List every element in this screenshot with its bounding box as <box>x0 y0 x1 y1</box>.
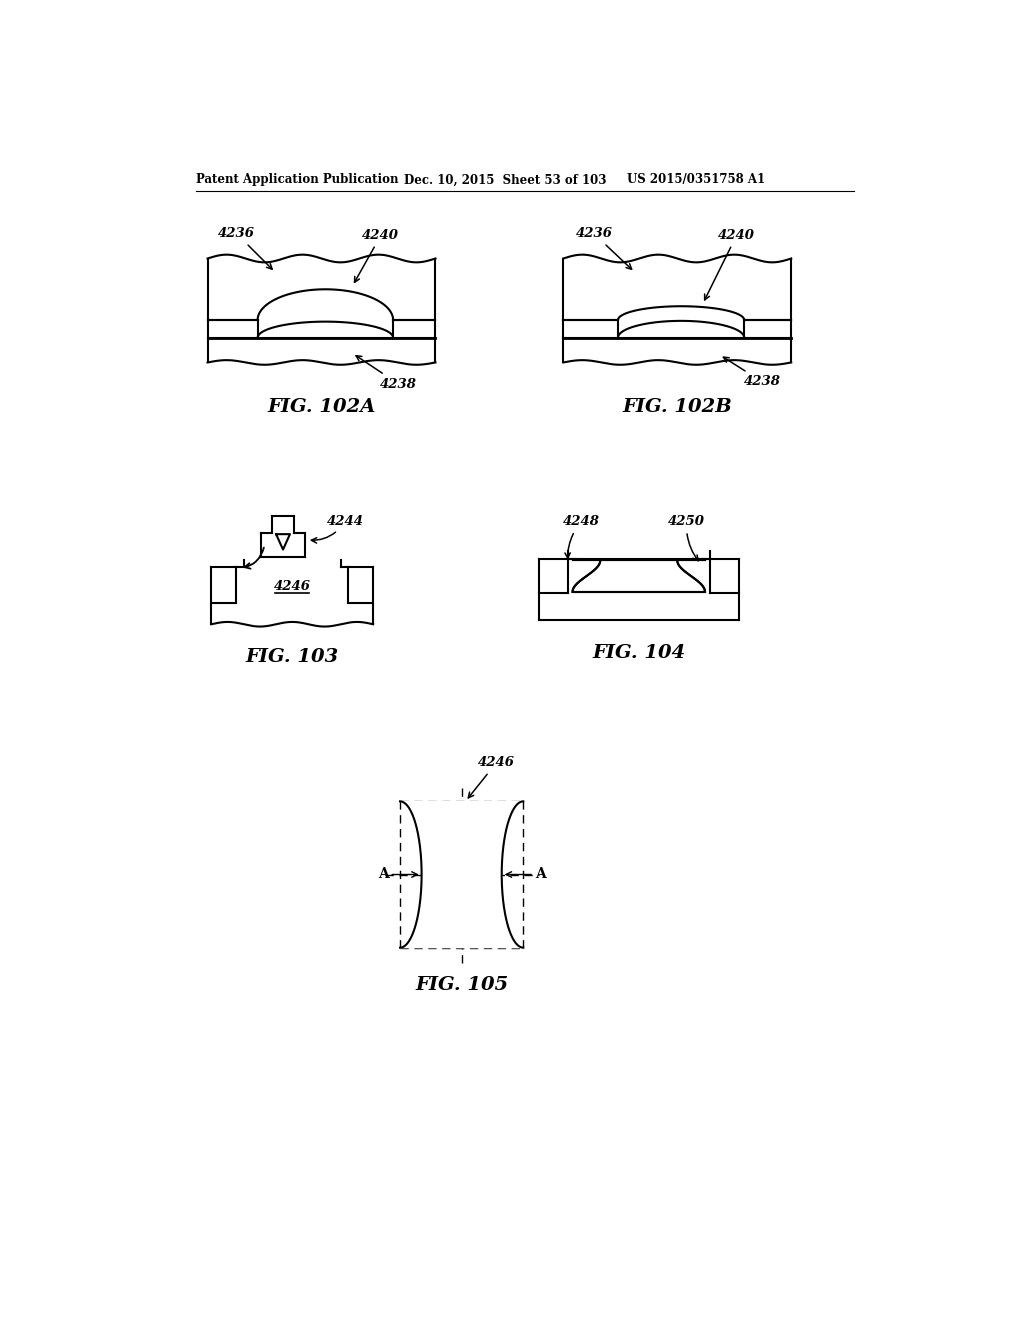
Bar <box>208 338 435 363</box>
Text: 4236: 4236 <box>575 227 632 269</box>
Text: A: A <box>378 867 388 882</box>
Bar <box>211 566 237 624</box>
Bar <box>261 532 305 557</box>
Bar <box>348 566 373 624</box>
Polygon shape <box>400 801 523 948</box>
Polygon shape <box>617 321 744 338</box>
Bar <box>710 558 739 620</box>
Text: 4250: 4250 <box>668 515 705 561</box>
Polygon shape <box>568 558 710 594</box>
Text: 4240: 4240 <box>705 228 755 300</box>
Text: FIG. 102B: FIG. 102B <box>623 399 732 416</box>
Polygon shape <box>617 306 744 321</box>
Bar <box>211 603 373 624</box>
Bar <box>208 321 258 338</box>
Bar <box>393 321 435 338</box>
Polygon shape <box>276 535 290 549</box>
Polygon shape <box>572 561 705 591</box>
Text: 4246: 4246 <box>273 579 310 593</box>
Bar <box>272 516 294 533</box>
Bar <box>208 259 435 321</box>
Text: 4244: 4244 <box>311 515 364 543</box>
Text: Patent Application Publication: Patent Application Publication <box>196 173 398 186</box>
Bar <box>563 259 792 321</box>
Text: US 2015/0351758 A1: US 2015/0351758 A1 <box>628 173 765 186</box>
Text: 4248: 4248 <box>562 515 599 558</box>
Text: A: A <box>535 867 546 882</box>
Text: FIG. 103: FIG. 103 <box>246 648 339 665</box>
Text: FIG. 105: FIG. 105 <box>415 975 508 994</box>
Bar <box>563 321 617 338</box>
Text: 4246: 4246 <box>468 756 515 797</box>
Bar <box>744 321 792 338</box>
Text: 4236: 4236 <box>218 227 272 269</box>
Text: 4238: 4238 <box>723 358 780 388</box>
Polygon shape <box>258 289 393 321</box>
Text: 4240: 4240 <box>354 228 399 282</box>
Bar <box>539 594 739 620</box>
Text: FIG. 102A: FIG. 102A <box>267 399 376 416</box>
Polygon shape <box>258 322 393 338</box>
Text: FIG. 104: FIG. 104 <box>592 644 685 661</box>
Bar <box>539 558 568 620</box>
Polygon shape <box>237 566 348 603</box>
Text: 4238: 4238 <box>356 355 417 391</box>
Bar <box>563 338 792 363</box>
Text: Dec. 10, 2015  Sheet 53 of 103: Dec. 10, 2015 Sheet 53 of 103 <box>403 173 606 186</box>
